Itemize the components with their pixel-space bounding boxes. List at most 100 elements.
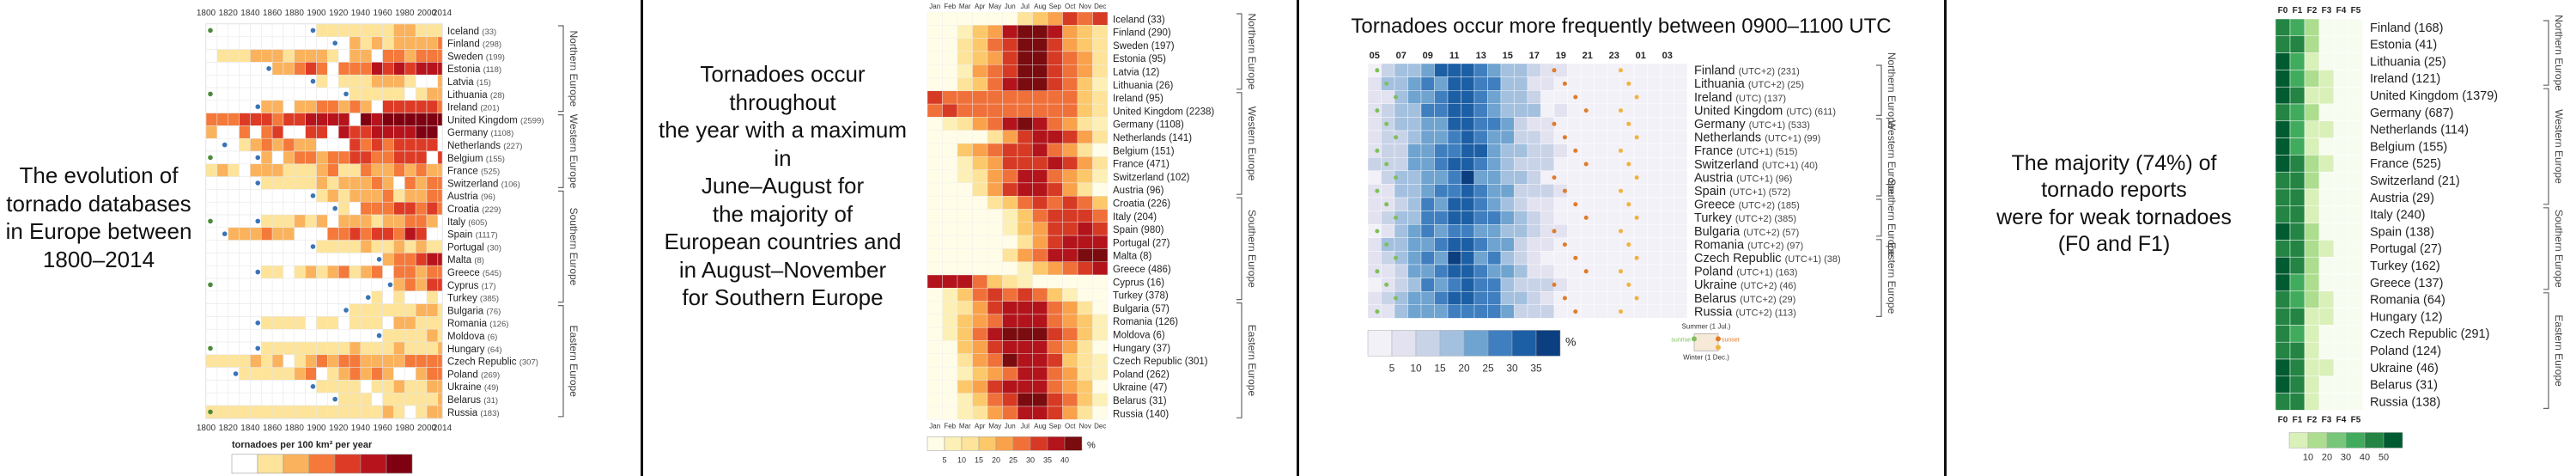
heatmap-cell [1002, 406, 1018, 420]
heatmap-cell [2304, 171, 2320, 190]
x-tick-label: F1 [2293, 6, 2303, 15]
heatmap-cell [1017, 209, 1033, 223]
heatmap-cell [1407, 251, 1422, 265]
heatmap-cell [371, 62, 383, 76]
heatmap-cell [1032, 393, 1048, 407]
heatmap-cell [1077, 301, 1093, 315]
heatmap-cell [2318, 375, 2335, 394]
utc-offset-and-count: (UTC+2) (113) [1735, 308, 1795, 318]
heatmap-cell [1077, 209, 1093, 223]
heatmap-cell [1032, 288, 1048, 302]
heatmap-cell [957, 380, 973, 394]
heatmap-cell [1674, 63, 1688, 77]
heatmap-cell [1077, 366, 1093, 381]
heatmap-cell [1062, 156, 1078, 170]
heatmap-cell [1047, 380, 1063, 394]
heatmap-cell [1092, 143, 1109, 157]
sunset-marker [1552, 68, 1557, 73]
heatmap-cell [1527, 291, 1541, 306]
heatmap-cell [2333, 358, 2349, 377]
country-label: Iceland (33) [447, 27, 496, 37]
sunset-marker [1583, 215, 1589, 220]
heatmap-cell [1434, 264, 1449, 278]
heatmap-cell [1527, 211, 1541, 225]
heatmap-cell [957, 288, 973, 302]
heatmap-cell [2275, 70, 2291, 88]
heatmap-cell [327, 150, 339, 165]
heatmap-cell [239, 341, 251, 356]
heatmap-cell [1077, 261, 1093, 276]
sunset-marker [1619, 148, 1623, 153]
sunset-marker [1626, 81, 1631, 86]
heatmap-cell [1447, 237, 1461, 252]
heatmap-cell [1017, 274, 1033, 289]
heatmap-cell [205, 240, 218, 253]
heatmap-cell [1514, 184, 1528, 198]
region-bracket [558, 305, 564, 418]
heatmap-cell [1092, 103, 1109, 118]
heatmap-cell [393, 316, 405, 330]
heatmap-cell [250, 227, 262, 241]
region-label: Southern Europe [568, 208, 580, 286]
sunset-marker [1583, 162, 1589, 167]
heatmap-cell [1002, 25, 1018, 39]
heatmap-cell [216, 290, 228, 304]
heatmap-cell [1607, 130, 1621, 144]
heatmap-cell [1062, 327, 1078, 341]
report-count: (6) [488, 333, 498, 342]
heatmap-cell [305, 253, 317, 266]
heatmap-cell [393, 253, 405, 266]
heatmap-cell [1487, 130, 1502, 144]
heatmap-cell [2333, 137, 2349, 156]
heatmap-cell [2289, 120, 2306, 138]
heatmap-cell [1420, 223, 1435, 238]
report-count: (545) [483, 269, 501, 278]
region-label: Northern Europe [1246, 14, 1258, 90]
heatmap-cell [294, 303, 306, 317]
heatmap-cell [239, 100, 251, 113]
heatmap-cell [1580, 237, 1595, 252]
heatmap-cell [1077, 25, 1093, 39]
country-label: Germany (687) [2370, 107, 2454, 120]
heatmap-cell [250, 62, 262, 76]
heatmap-cell [426, 125, 439, 139]
heatmap-cell [327, 227, 339, 241]
heatmap-cell [1473, 143, 1488, 158]
heatmap-cell [1394, 278, 1408, 292]
heatmap-cell [316, 74, 328, 88]
heatmap-cell [927, 103, 943, 118]
heatmap-cell [1647, 304, 1662, 319]
x-tick-label: 1920 [329, 424, 349, 433]
heatmap-cell [228, 150, 240, 165]
heatmap-cell [393, 49, 405, 63]
heatmap-cell [294, 74, 306, 88]
heatmap-cell [437, 341, 443, 356]
heatmap-cell [2318, 205, 2335, 223]
heatmap-cell [415, 163, 428, 177]
heatmap-cell [316, 49, 328, 63]
heatmap-cell [1077, 222, 1093, 236]
heatmap-cell [972, 195, 988, 210]
heatmap-cell [1500, 197, 1515, 211]
heatmap-cell [327, 62, 339, 76]
sunset-marker [1552, 282, 1557, 287]
heatmap-cell [987, 156, 1003, 170]
sunrise-marker [1384, 282, 1389, 287]
region-bracket [2543, 20, 2549, 86]
heatmap-cell [371, 316, 383, 330]
heatmap-cell [426, 227, 439, 241]
heatmap-cell [987, 38, 1003, 52]
heatmap-cell [1514, 90, 1528, 105]
heatmap-cell [1580, 170, 1595, 185]
first-record-marker [255, 320, 261, 326]
heatmap-cell [2275, 137, 2291, 156]
heatmap-cell [239, 74, 251, 88]
heatmap-cell [1032, 301, 1048, 315]
heatmap-cell [250, 367, 262, 381]
heatmap-cell [261, 150, 273, 165]
heatmap-cell [2318, 393, 2335, 411]
heatmap-cell [437, 87, 443, 101]
heatmap-cell [957, 209, 973, 223]
region-bracket [1236, 302, 1242, 418]
heatmap-cell [1473, 90, 1488, 105]
